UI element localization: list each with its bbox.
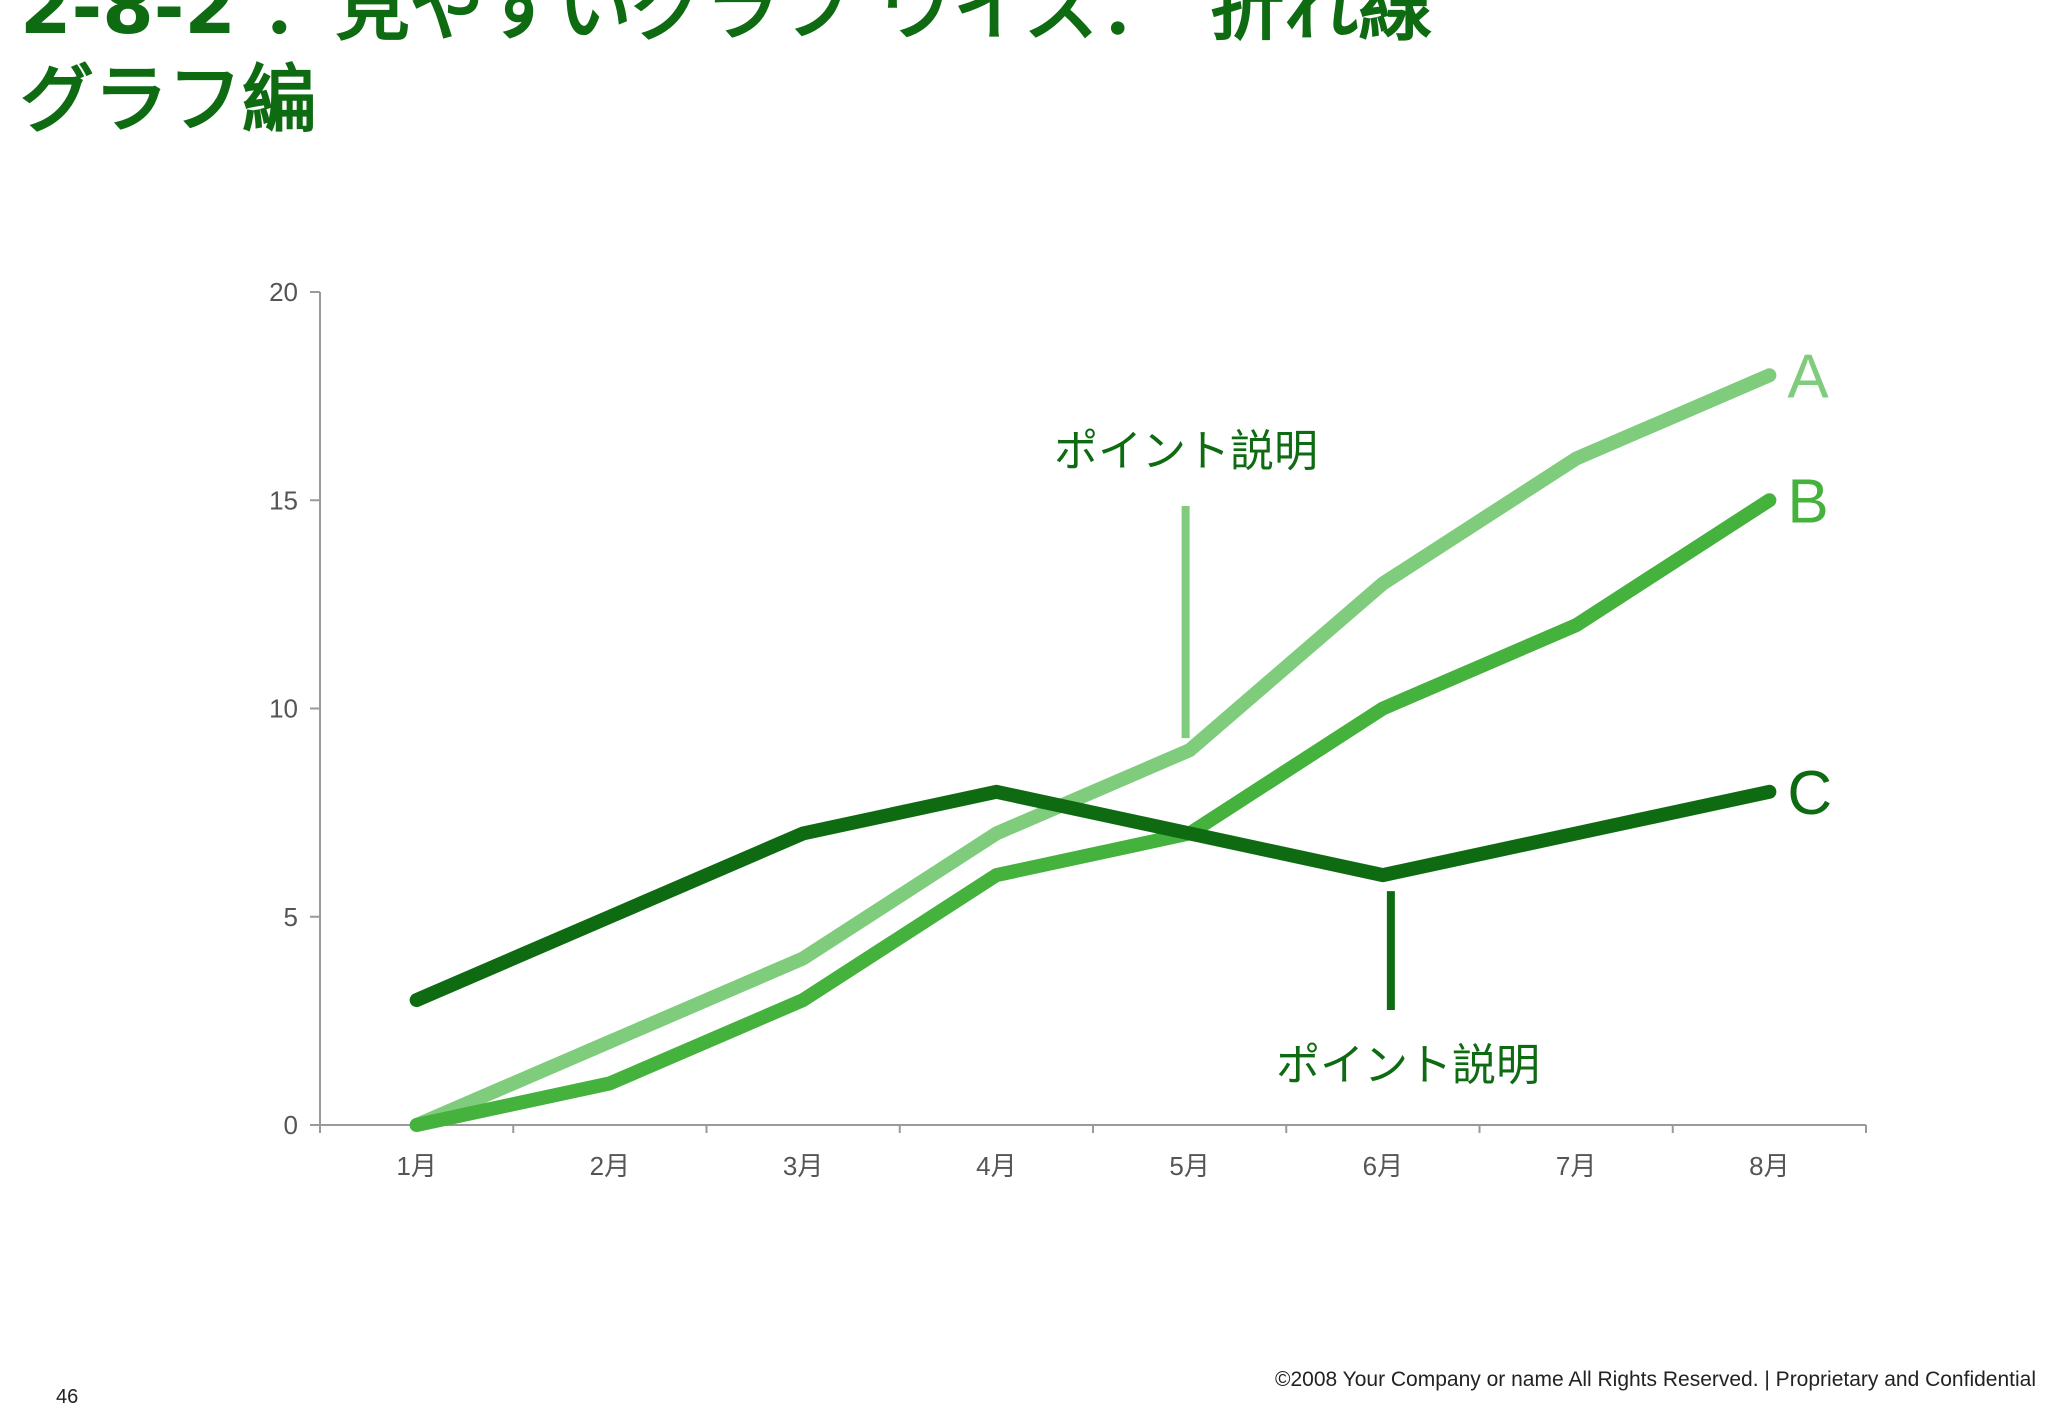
x-tick-label: 2月 bbox=[590, 1151, 630, 1181]
x-tick-label: 6月 bbox=[1363, 1151, 1403, 1181]
y-tick-label: 10 bbox=[269, 694, 298, 724]
x-tick-label: 8月 bbox=[1749, 1151, 1789, 1181]
x-tick-label: 4月 bbox=[976, 1151, 1016, 1181]
series-label-c: C bbox=[1787, 759, 1832, 828]
series-line-a bbox=[409, 368, 1777, 1132]
y-tick-label: 15 bbox=[269, 485, 298, 515]
copyright-footer: ©2008 Your Company or name All Rights Re… bbox=[1274, 1368, 2036, 1391]
slide-title-line2: グラフ編 bbox=[20, 57, 316, 143]
slide-title-line1: 2-8-2 ．見やすいグラフ ワイズ： 折れ線 bbox=[20, 0, 1433, 51]
x-tick-label: 3月 bbox=[783, 1151, 823, 1181]
chart-series-lines: AB C bbox=[409, 342, 1832, 1132]
annotation-text: ポイント説明 bbox=[1054, 426, 1318, 477]
x-tick-label: 7月 bbox=[1556, 1151, 1596, 1181]
series-line-b bbox=[409, 493, 1777, 1132]
x-tick-label: 1月 bbox=[396, 1151, 436, 1181]
y-tick-label: 5 bbox=[284, 902, 298, 932]
annotation-text: ポイント説明 bbox=[1276, 1040, 1540, 1091]
series-line-c bbox=[409, 784, 1777, 1008]
series-label-b: B bbox=[1787, 467, 1828, 536]
x-tick-label: 5月 bbox=[1169, 1151, 1209, 1181]
y-tick-label: 0 bbox=[284, 1110, 298, 1140]
page-number: 46 bbox=[56, 1386, 79, 1408]
series-label-a: A bbox=[1787, 342, 1829, 411]
chart-axes: 0 5 10 15 20 1月 2月 3月 4月 5月 6月 7月 8月 bbox=[269, 277, 1867, 1181]
slide-title: 2-8-2 ．見やすいグラフ ワイズ： 折れ線 グラフ編 bbox=[20, 0, 1580, 146]
y-tick-label: 20 bbox=[269, 277, 298, 307]
